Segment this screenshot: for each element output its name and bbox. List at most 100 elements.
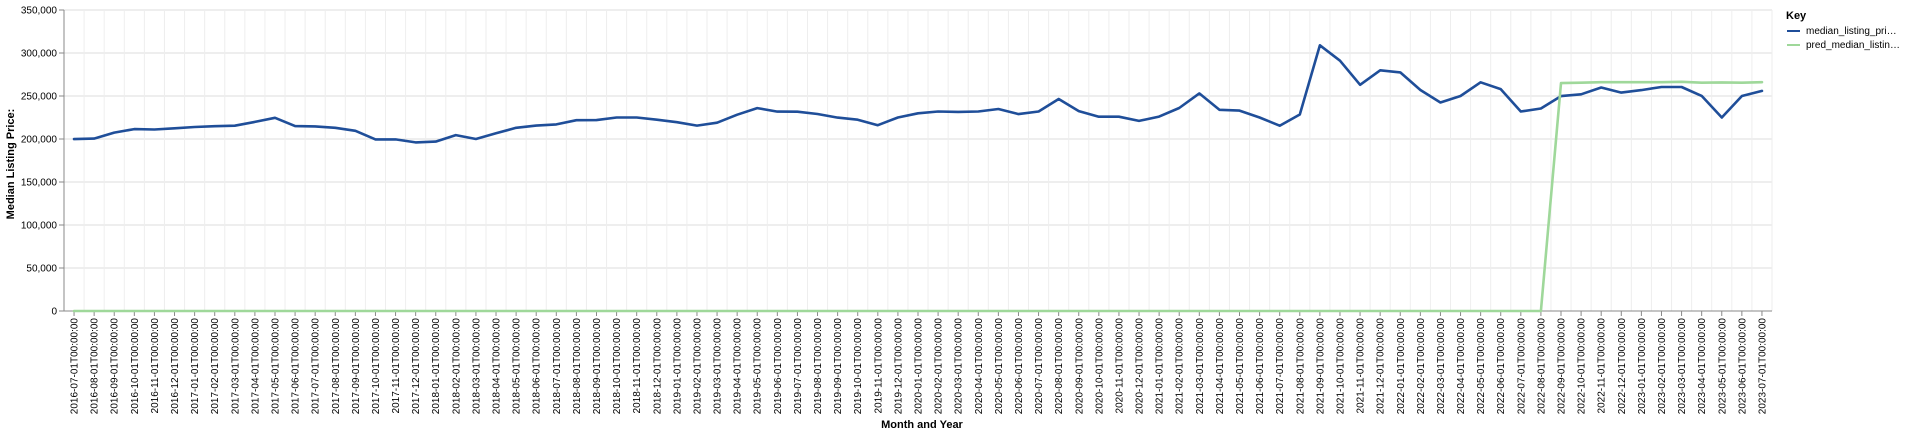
x-tick-label: 2023-07-01T00:00:00 [1757,318,1768,415]
x-tick-label: 2018-12-01T00:00:00 [652,318,663,415]
x-tick-label: 2022-12-01T00:00:00 [1617,318,1628,415]
x-tick-label: 2019-07-01T00:00:00 [793,318,804,415]
x-tick-label: 2021-12-01T00:00:00 [1376,318,1387,415]
legend: Key median_listing_pri… pred_median_list… [1786,10,1900,51]
x-tick-label: 2021-09-01T00:00:00 [1315,318,1326,415]
x-tick-label: 2021-10-01T00:00:00 [1335,318,1346,415]
x-tick-label: 2017-11-01T00:00:00 [391,318,402,414]
series-line-pred [72,80,1764,313]
series-line-median [72,43,1764,144]
legend-label-median: median_listing_pri… [1806,26,1897,37]
x-tick-label: 2020-04-01T00:00:00 [974,318,985,415]
x-tick-label: 2017-01-01T00:00:00 [190,318,201,415]
x-tick-label: 2018-04-01T00:00:00 [492,318,503,415]
y-tick-label: 250,000 [21,92,58,103]
x-tick-label: 2016-08-01T00:00:00 [90,318,101,415]
x-tick-labels: 2016-07-01T00:00:00 2016-08-01T00:00:00 20… [70,318,1769,415]
x-tick-label: 2022-08-01T00:00:00 [1536,318,1547,415]
y-tick-label: 300,000 [21,49,58,60]
x-tick-label: 2020-01-01T00:00:00 [914,318,925,415]
x-tick-label: 2020-09-01T00:00:00 [1074,318,1085,415]
series-lines [72,43,1764,313]
x-tick-label: 2023-02-01T00:00:00 [1657,318,1668,415]
x-tick-label: 2021-03-01T00:00:00 [1195,318,1206,415]
x-tick-label: 2020-06-01T00:00:00 [1014,318,1025,415]
x-tick-label: 2019-09-01T00:00:00 [833,318,844,415]
x-tick-label: 2023-05-01T00:00:00 [1717,318,1728,415]
x-tick-label: 2022-02-01T00:00:00 [1416,318,1427,415]
x-tick-label: 2018-08-01T00:00:00 [572,318,583,415]
x-tick-label: 2018-07-01T00:00:00 [552,318,563,415]
y-tick-label: 0 [51,307,57,318]
legend-title: Key [1786,10,1807,22]
x-tick-label: 2021-08-01T00:00:00 [1295,318,1306,415]
x-tick-label: 2020-10-01T00:00:00 [1094,318,1105,415]
x-tick-label: 2023-03-01T00:00:00 [1677,318,1688,415]
x-tick-label: 2023-06-01T00:00:00 [1737,318,1748,415]
y-tick-label: 350,000 [21,6,58,17]
x-tick-label: 2017-04-01T00:00:00 [250,318,261,415]
grid-lines [63,9,1773,312]
x-tick-label: 2022-10-01T00:00:00 [1577,318,1588,415]
x-tick-label: 2017-03-01T00:00:00 [230,318,241,415]
x-tick-label: 2017-05-01T00:00:00 [270,318,281,415]
x-tick-label: 2017-09-01T00:00:00 [351,318,362,415]
x-tick-label: 2017-06-01T00:00:00 [291,318,302,415]
x-tick-label: 2019-08-01T00:00:00 [813,318,824,415]
y-tick-label: 200,000 [21,135,58,146]
legend-label-pred: pred_median_listin… [1806,40,1900,51]
x-tick-label: 2020-12-01T00:00:00 [1135,318,1146,415]
x-tick-label: 2019-04-01T00:00:00 [733,318,744,415]
x-tick-label: 2020-05-01T00:00:00 [994,318,1005,415]
x-tick-label: 2021-11-01T00:00:00 [1356,318,1367,414]
x-tick-label: 2018-01-01T00:00:00 [431,318,442,415]
x-tick-label: 2022-04-01T00:00:00 [1456,318,1467,415]
x-axis-title: Month and Year [881,419,963,431]
x-tick-label: 2023-04-01T00:00:00 [1697,318,1708,415]
x-tick-label: 2021-05-01T00:00:00 [1235,318,1246,415]
x-tick-label: 2019-05-01T00:00:00 [753,318,764,415]
x-tick-label: 2019-10-01T00:00:00 [853,318,864,415]
x-tick-label: 2019-03-01T00:00:00 [713,318,724,415]
x-tick-label: 2016-10-01T00:00:00 [130,318,141,415]
y-axis-title: Median Listing Price: [5,109,17,220]
x-tick-label: 2022-09-01T00:00:00 [1557,318,1568,415]
x-tick-label: 2021-04-01T00:00:00 [1215,318,1226,415]
x-tick-label: 2020-07-01T00:00:00 [1034,318,1045,415]
y-tick-label: 150,000 [21,178,58,189]
x-tick-label: 2022-03-01T00:00:00 [1436,318,1447,415]
y-tick-label: 50,000 [26,264,57,275]
x-tick-label: 2020-03-01T00:00:00 [954,318,965,415]
x-tick-label: 2018-11-01T00:00:00 [632,318,643,414]
x-tick-label: 2020-08-01T00:00:00 [1054,318,1065,415]
x-tick-label: 2017-02-01T00:00:00 [210,318,221,415]
y-tick-label: 100,000 [21,221,58,232]
x-tick-label: 2021-07-01T00:00:00 [1275,318,1286,415]
x-tick-label: 2019-12-01T00:00:00 [893,318,904,415]
x-tick-label: 2023-01-01T00:00:00 [1637,318,1648,415]
x-tick-label: 2017-10-01T00:00:00 [371,318,382,415]
y-tick-labels: 0 50,000 100,000 150,000 200,000 250,000 300,0… [21,6,58,318]
x-tick-label: 2017-08-01T00:00:00 [331,318,342,415]
x-tick-label: 2019-02-01T00:00:00 [692,318,703,415]
x-tick-label: 2018-06-01T00:00:00 [532,318,543,415]
x-tick-label: 2017-12-01T00:00:00 [411,318,422,415]
x-tick-label: 2018-10-01T00:00:00 [612,318,623,415]
x-tick-label: 2018-02-01T00:00:00 [451,318,462,415]
x-tick-label: 2018-09-01T00:00:00 [592,318,603,415]
x-tick-label: 2016-11-01T00:00:00 [150,318,161,414]
x-tick-label: 2017-07-01T00:00:00 [311,318,322,415]
x-tick-label: 2020-02-01T00:00:00 [934,318,945,415]
x-tick-label: 2021-06-01T00:00:00 [1255,318,1266,415]
x-tick-label: 2022-05-01T00:00:00 [1476,318,1487,415]
x-tick-label: 2016-09-01T00:00:00 [110,318,121,415]
x-tick-label: 2021-02-01T00:00:00 [1175,318,1186,415]
x-tick-label: 2018-05-01T00:00:00 [512,318,523,415]
x-tick-label: 2020-11-01T00:00:00 [1114,318,1125,414]
x-tick-label: 2022-01-01T00:00:00 [1396,318,1407,415]
x-tick-label: 2022-07-01T00:00:00 [1516,318,1527,415]
x-tick-label: 2022-06-01T00:00:00 [1496,318,1507,415]
x-tick-label: 2018-03-01T00:00:00 [471,318,482,415]
x-tick-label: 2019-06-01T00:00:00 [773,318,784,415]
